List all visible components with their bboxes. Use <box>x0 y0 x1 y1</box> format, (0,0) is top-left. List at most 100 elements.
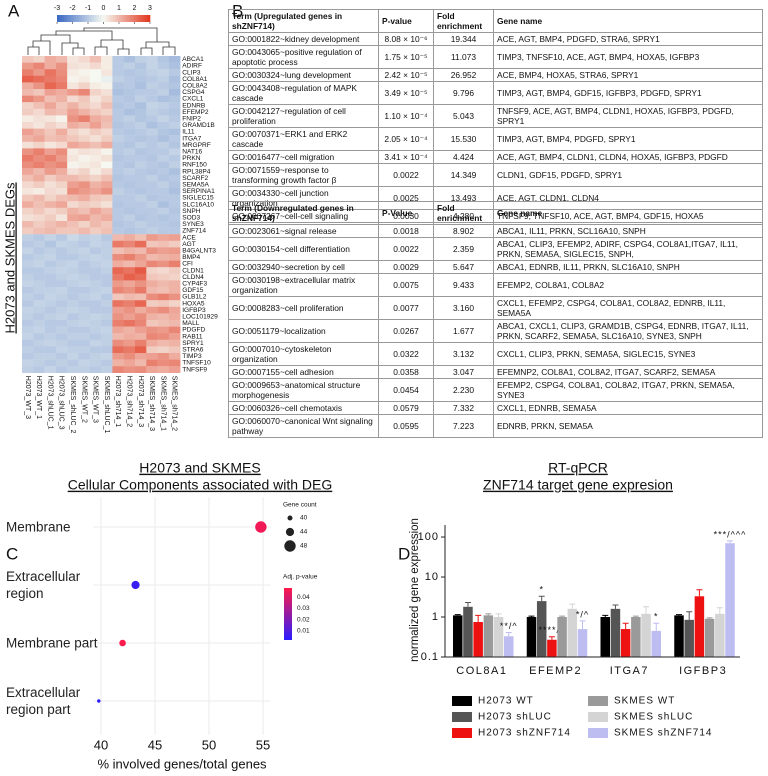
heatmap-cell <box>33 280 45 288</box>
colorbar-segment <box>110 15 114 22</box>
row-label: CFI <box>182 261 193 268</box>
heatmap-cell <box>55 359 68 367</box>
heatmap-cell <box>168 280 181 288</box>
heatmap-cell <box>135 56 147 63</box>
colorbar-segment <box>75 15 79 22</box>
heatmap-cell <box>112 313 124 321</box>
row-label: GDF15 <box>182 287 204 294</box>
heatmap-cell <box>135 135 147 142</box>
heatmap-cell <box>146 95 158 103</box>
heatmap-cell <box>112 69 124 76</box>
heatmap-cell <box>112 320 124 327</box>
error-bar <box>485 613 492 616</box>
heatmap-cell <box>33 62 45 70</box>
heatmap-cell <box>22 155 34 162</box>
heatmap-cell <box>89 89 102 96</box>
row-label: CYP4F3 <box>182 280 207 287</box>
colorbar-segment <box>94 15 97 22</box>
heatmap-cell <box>44 188 57 195</box>
heatmap-cell <box>101 56 113 63</box>
category-label: Extracellular region part <box>6 685 81 717</box>
heatmap-cell <box>157 148 170 156</box>
heatmap-cell <box>22 359 34 367</box>
heatmap-cell <box>157 102 170 109</box>
table-cell: 9.433 <box>433 273 494 297</box>
heatmap-cell <box>78 115 90 123</box>
heatmap-cell <box>157 339 170 347</box>
legend-label: 44 <box>300 529 308 536</box>
colorbar-segment <box>87 15 90 22</box>
heatmap-cell <box>157 122 170 129</box>
x-tick-label: 40 <box>94 737 108 752</box>
heatmap-cell <box>101 194 113 202</box>
heatmap-cell <box>101 280 113 288</box>
heatmap-cell <box>112 287 124 294</box>
table-row: GO:0043408~regulation of MAPK cascade 3.4… <box>228 81 763 105</box>
heatmap-cell <box>33 141 45 149</box>
heatmap-cell <box>112 359 124 367</box>
heatmap-cell <box>157 161 170 169</box>
heatmap-cell <box>101 115 113 123</box>
heatmap-cell <box>67 280 79 288</box>
heatmap-cell <box>78 221 90 228</box>
heatmap-cell <box>157 214 170 222</box>
row-label: CSPG4 <box>182 89 205 96</box>
heatmap-cell <box>112 128 124 136</box>
heatmap-cell <box>44 95 57 103</box>
heatmap-cell <box>146 326 158 334</box>
heatmap-cell <box>101 207 113 215</box>
heatmap-cell <box>123 82 136 90</box>
heatmap-cell <box>146 89 158 96</box>
heatmap-cell <box>55 287 68 294</box>
heatmap-cell <box>157 267 170 274</box>
colorbar-segment <box>91 15 95 22</box>
heatmap-cell <box>157 306 170 314</box>
heatmap-cell <box>55 247 68 255</box>
heatmap-cell <box>112 82 124 90</box>
heatmap-cell <box>67 181 79 189</box>
colorbar-segment <box>103 15 107 22</box>
heatmap-cell <box>112 280 124 288</box>
heatmap-cell <box>67 333 79 340</box>
error-bar <box>559 615 566 618</box>
heatmap-cell <box>78 359 90 367</box>
heatmap-cell <box>123 115 136 123</box>
colorbar-segment <box>89 15 93 22</box>
heatmap-cell <box>168 333 181 340</box>
heatmap-cell <box>67 128 79 136</box>
heatmap-cell <box>44 346 57 354</box>
heatmap-cell <box>123 306 136 314</box>
heatmap-cell <box>78 313 90 321</box>
table-cell: GO:0032940~secretion by cell <box>228 260 379 274</box>
colorbar-segment <box>124 15 128 22</box>
column-dendrogram <box>27 27 176 55</box>
row-label: PDGFD <box>182 327 205 334</box>
legend-label: H2073 WT <box>478 696 534 707</box>
heatmap-cell <box>55 135 68 142</box>
colorbar-segment <box>133 15 137 22</box>
heatmap-cell <box>22 353 34 360</box>
heatmap-cell <box>146 174 158 182</box>
heatmap-cell <box>33 56 45 63</box>
heatmap-cell <box>157 353 170 360</box>
heatmap-cell <box>33 326 45 334</box>
heatmap-cell <box>78 201 90 208</box>
heatmap-cell <box>168 313 181 321</box>
row-label: B4GALNT3 <box>182 247 216 254</box>
heatmap-cell <box>157 62 170 70</box>
colorbar-segment <box>112 15 116 22</box>
heatmap-cell <box>67 122 79 129</box>
legend-dot <box>284 540 296 552</box>
heatmap-cell <box>135 62 147 70</box>
colorbar-segment <box>82 15 86 22</box>
heatmap-cell <box>123 320 136 327</box>
column-label: H2073_WT_1 <box>35 376 42 419</box>
heatmap-cell <box>78 260 90 268</box>
heatmap-cell <box>101 161 113 169</box>
table-cell: TNFSF9, ACE, AGT, BMP4, CLDN1, HOXA5, IG… <box>493 104 763 128</box>
heatmap-cell <box>33 188 45 195</box>
heatmap-cell <box>112 181 124 189</box>
table-row: GO:0030154~cell differentiation 0.0022 2.3… <box>228 237 763 261</box>
row-label: COL8A2 <box>182 82 208 89</box>
heatmap-cell <box>44 89 57 96</box>
